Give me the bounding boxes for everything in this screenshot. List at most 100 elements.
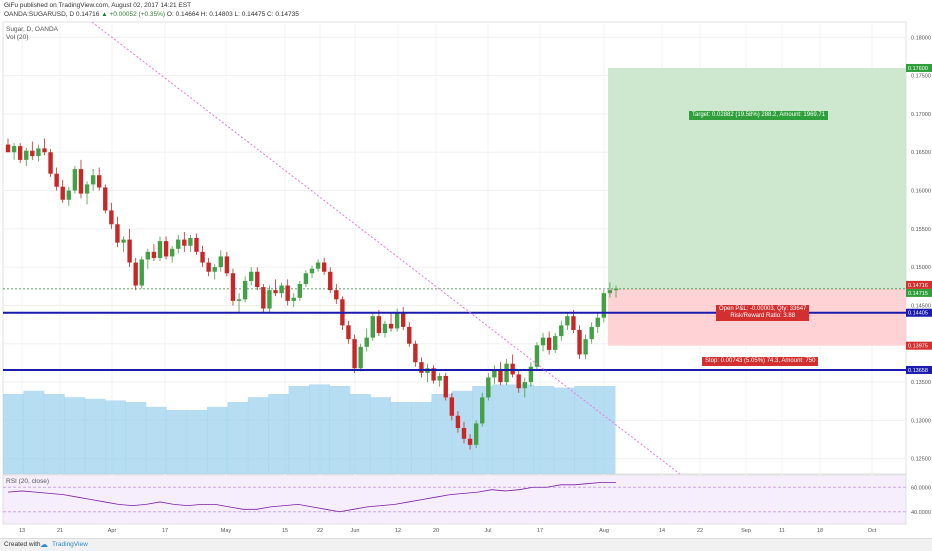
candle-body bbox=[139, 259, 144, 286]
volume-bar bbox=[574, 386, 596, 474]
candle-body bbox=[419, 362, 424, 373]
price-tick-label: 0.16000 bbox=[911, 189, 931, 195]
tradingview-logo-icon: ☁ bbox=[40, 540, 48, 549]
volume-bar bbox=[431, 394, 453, 474]
candle-body bbox=[42, 148, 47, 153]
volume-bar bbox=[166, 410, 188, 474]
candle-body bbox=[133, 262, 138, 286]
candle-body bbox=[473, 423, 479, 445]
volume-bar bbox=[145, 406, 167, 474]
volume-bar bbox=[594, 386, 616, 474]
volume-bar bbox=[268, 394, 290, 474]
price-tick-label: 0.16500 bbox=[911, 150, 931, 156]
candle-body bbox=[352, 339, 357, 369]
candle-body bbox=[540, 337, 546, 346]
price-tick-label: 0.13500 bbox=[911, 380, 931, 386]
price-tick-label: 0.15500 bbox=[911, 227, 931, 233]
symbol-info: OANDA:SUGARUSD, D 0.14716 ▲ +0.00052 (+0… bbox=[4, 11, 299, 18]
candle-body bbox=[54, 173, 59, 187]
target-zone bbox=[608, 67, 906, 289]
candle-body bbox=[401, 313, 406, 327]
candle-body bbox=[589, 326, 594, 340]
candle-body bbox=[407, 326, 412, 344]
time-tick-label: 22 bbox=[317, 528, 323, 534]
target-box[interactable]: Target: 0.02882 (19.58%) 288.2, Amount: … bbox=[689, 111, 829, 120]
level-label-support-2: 0.13658 bbox=[908, 368, 928, 374]
candle-body bbox=[30, 150, 35, 157]
candle-body bbox=[188, 238, 193, 246]
candle-body bbox=[467, 438, 473, 445]
rsi-label: RSI (20, close) bbox=[6, 478, 49, 485]
level-label-stop: 0.13975 bbox=[908, 344, 928, 350]
candle-body bbox=[176, 239, 181, 249]
candle-body bbox=[394, 313, 400, 329]
candle-body bbox=[461, 428, 467, 439]
candle-body bbox=[5, 144, 11, 153]
volume-bar bbox=[329, 386, 351, 474]
candle-body bbox=[492, 369, 497, 378]
candle-body bbox=[97, 175, 102, 188]
time-tick-label: 17 bbox=[162, 528, 168, 534]
candle-body bbox=[66, 190, 71, 200]
candle-body bbox=[583, 339, 588, 355]
legend-name: Sugar, D, OANDA bbox=[6, 26, 59, 33]
candle-body bbox=[121, 239, 126, 243]
candle-body bbox=[571, 316, 576, 330]
candle-body bbox=[498, 369, 503, 383]
stop-box[interactable]: Stop: 0.00743 (5.05%) 74.3, Amount: 750 bbox=[702, 357, 819, 366]
candle-body bbox=[84, 184, 90, 194]
volume-bar bbox=[513, 384, 534, 474]
level-tag-target bbox=[906, 63, 932, 72]
candle-body bbox=[516, 374, 521, 389]
candle-body bbox=[255, 271, 260, 288]
candle-body bbox=[364, 337, 369, 347]
rsi-pane bbox=[2, 474, 907, 525]
candle-body bbox=[249, 271, 254, 281]
level-tag-support-2 bbox=[906, 365, 932, 374]
candle-body bbox=[455, 415, 461, 429]
candle-body bbox=[109, 210, 114, 225]
candle-body bbox=[577, 329, 582, 355]
candle-body bbox=[145, 251, 151, 260]
time-tick-label: 17 bbox=[537, 528, 543, 534]
candle-body bbox=[334, 290, 339, 300]
volume-bar bbox=[186, 410, 208, 474]
candle-body bbox=[431, 368, 436, 381]
candle-body bbox=[163, 241, 169, 257]
time-tick-label: 15 bbox=[282, 528, 288, 534]
level-tag-last bbox=[906, 280, 932, 289]
candle-body bbox=[303, 273, 309, 285]
candle-body bbox=[443, 375, 448, 398]
volume-bar bbox=[23, 390, 45, 474]
ohlc-values: O: 0.14664 H: 0.14803 L: 0.14475 C: 0.14… bbox=[166, 11, 299, 18]
volume-bar bbox=[125, 402, 147, 474]
candle-body bbox=[449, 397, 455, 416]
time-tick-label: 14 bbox=[659, 528, 665, 534]
level-label-current: 0.14715 bbox=[908, 291, 928, 297]
footer: Created with ☁ TradingView bbox=[0, 538, 932, 551]
price-tick-label: 0.13000 bbox=[911, 418, 931, 424]
price-tick-label: 0.18000 bbox=[911, 35, 931, 41]
candle-body bbox=[90, 175, 96, 185]
candle-body bbox=[194, 238, 199, 252]
candle-body bbox=[370, 316, 375, 338]
volume-bar bbox=[349, 394, 371, 474]
candle-body bbox=[504, 363, 509, 383]
candle-body bbox=[17, 146, 23, 160]
time-tick-label: Sep bbox=[741, 528, 751, 534]
volume-bar bbox=[3, 394, 24, 474]
volume-bar bbox=[492, 384, 514, 474]
rsi-line bbox=[7, 481, 616, 513]
level-label-target: 0.17600 bbox=[908, 66, 928, 72]
volume-bar bbox=[390, 402, 412, 474]
candle-body bbox=[78, 169, 84, 194]
level-tag-current bbox=[906, 288, 932, 297]
candle-body bbox=[169, 248, 175, 257]
candle-body bbox=[236, 299, 242, 301]
volume-bar bbox=[533, 386, 555, 474]
level-label-last: 0.14716 bbox=[908, 283, 928, 289]
open-pnl-box[interactable]: Open P&L: -0.00003, Qty: 33647 Risk/Rewa… bbox=[716, 305, 810, 321]
candle-body bbox=[382, 323, 388, 334]
candle-body bbox=[528, 366, 534, 383]
